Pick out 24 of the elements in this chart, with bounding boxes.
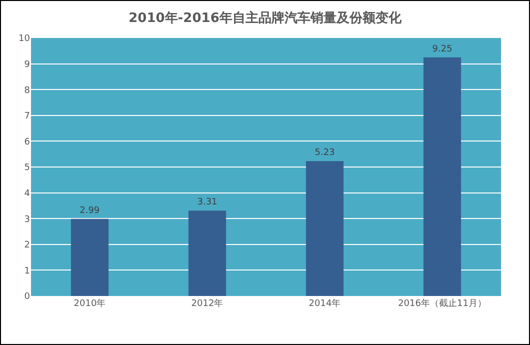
y-tick-label: 2 [24,240,30,251]
y-tick-label: 4 [24,188,30,199]
y-tick-label: 0 [24,292,30,302]
y-tick-label: 6 [24,137,30,148]
bar [188,210,226,296]
data-label: 5.23 [314,148,335,158]
y-tick-label: 10 [18,34,30,44]
y-tick-label: 9 [24,60,30,70]
data-label: 3.31 [197,198,218,208]
bar [306,161,344,296]
x-tick-label: 2012年 [191,298,224,309]
y-tick-label: 3 [24,214,30,225]
x-tick-label: 2010年 [74,298,106,309]
data-label: 2.99 [80,206,100,216]
y-tick-label: 7 [24,112,30,122]
bar [70,218,109,296]
y-tick-label: 1 [24,266,30,276]
chart-title: 2010年-2016年自主品牌汽车销量及份额变化 [128,10,402,26]
y-tick-label: 8 [24,86,30,96]
x-tick-label: 2014年 [308,298,341,309]
y-tick-label: 5 [24,163,30,174]
data-label: 9.25 [432,44,452,54]
x-tick-label: 2016年（截止11月） [398,298,486,309]
bar [423,57,462,296]
